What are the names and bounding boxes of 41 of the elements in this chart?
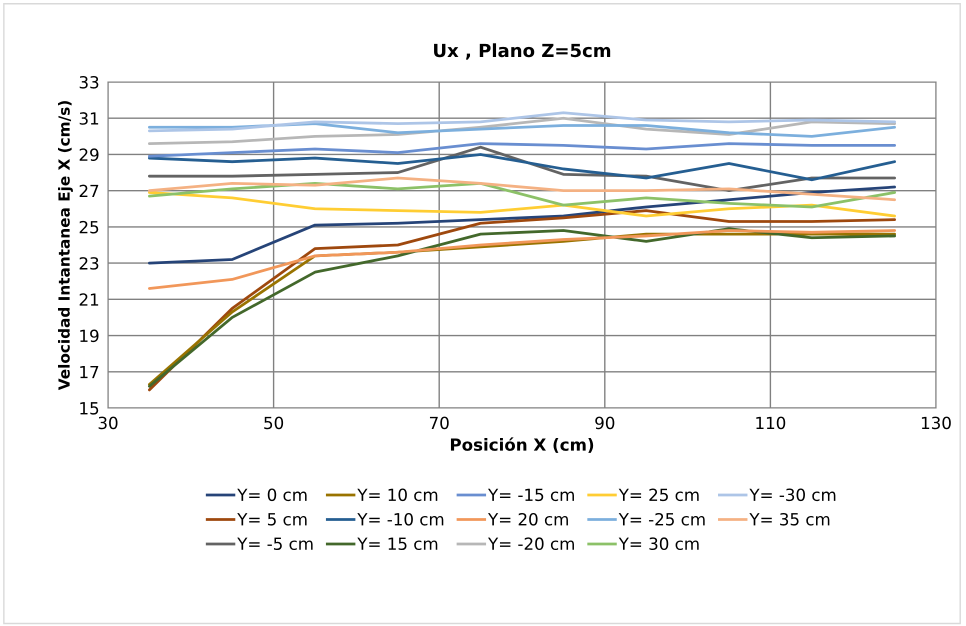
legend-label: Y= 10 cm (357, 488, 438, 502)
line-series (148, 122, 896, 138)
line-series (148, 111, 896, 132)
y-tick-label: 19 (80, 330, 98, 342)
y-tick-label: 21 (80, 293, 98, 306)
legend-label: Y= 0 cm (237, 488, 307, 502)
y-tick-label: 23 (80, 257, 98, 270)
y-tick-label: 33 (80, 76, 98, 89)
legend-label: Y= -20 cm (488, 537, 574, 550)
y-tick-label: 15 (80, 402, 98, 415)
y-tick-label: 17 (80, 366, 98, 378)
y-tick-label: 29 (80, 148, 98, 162)
legend-label: Y= -10 cm (357, 512, 444, 526)
x-axis-title: Posición X (cm) (450, 437, 594, 453)
y-tick-label: 25 (80, 220, 98, 234)
y-tick-label: 27 (80, 184, 98, 197)
legend-label: Y= 15 cm (357, 538, 438, 550)
x-tick-label: 50 (264, 416, 284, 430)
x-tick-label: 90 (595, 416, 614, 430)
line-series (148, 191, 896, 218)
legend-label: Y= 5 cm (237, 513, 307, 526)
legend-label: Y= -5 cm (237, 538, 313, 550)
y-tick-label: 31 (80, 112, 98, 125)
line-series (148, 153, 896, 182)
legend-label: Y= 30 cm (618, 537, 699, 550)
legend-label: Y= 25 cm (618, 488, 699, 502)
x-tick-label: 30 (98, 416, 118, 430)
x-tick-label: 110 (756, 416, 786, 430)
legend-label: Y= -30 cm (749, 488, 836, 502)
chart-title: Ux , Plano Z=5cm (434, 43, 610, 60)
x-tick-label: 130 (922, 416, 951, 430)
legend-label: Y= -15 cm (488, 488, 574, 502)
legend-label: Y= 35 cm (749, 512, 830, 526)
line-series (148, 176, 896, 202)
line-series (148, 229, 896, 290)
line-series (148, 186, 896, 264)
y-axis-title: Velocidad Intantanea Eje X (cm/s) (58, 101, 73, 390)
legend-label: Y= -25 cm (618, 512, 705, 526)
x-tick-label: 70 (430, 416, 449, 430)
legend-label: Y= 20 cm (488, 512, 568, 526)
line-series (148, 142, 896, 158)
